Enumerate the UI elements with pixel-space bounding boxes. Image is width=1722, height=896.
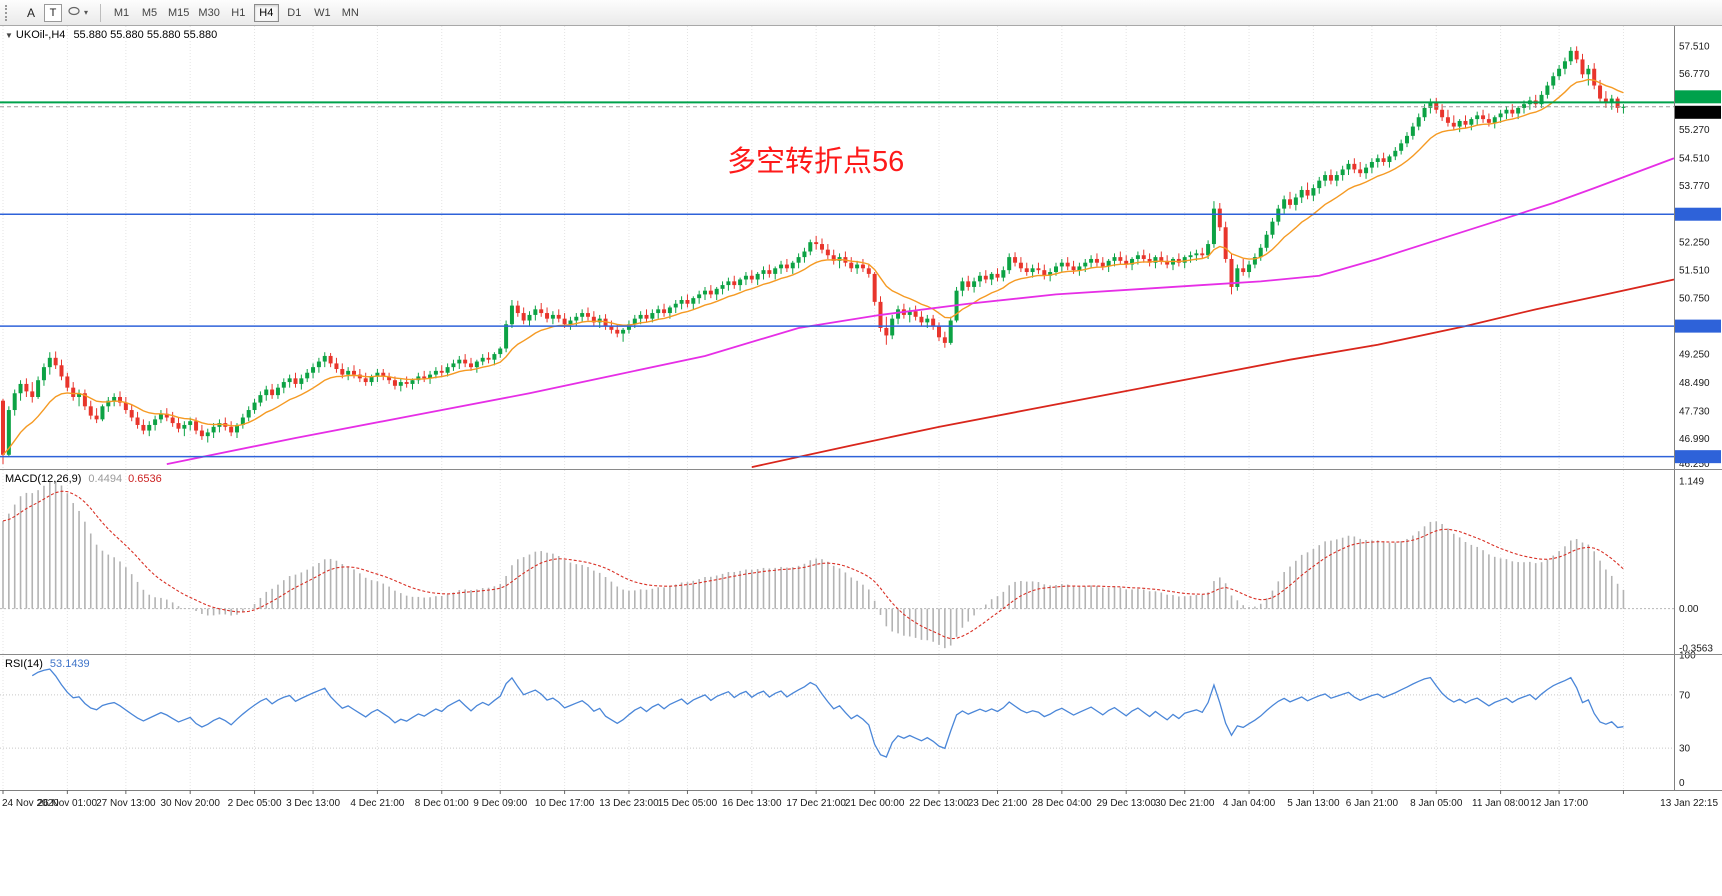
svg-text:100: 100 [1679, 651, 1696, 662]
chart-canvas[interactable]: 57.510 56.770 55.270 54.510 53.770 52.250 51.5… [0, 26, 1722, 812]
ma-fast-line [2, 78, 1624, 456]
shape-ellipse-icon [68, 5, 82, 20]
timeframe-button-m5[interactable]: M5 [137, 4, 162, 22]
timeframe-toolbar: M1 M5 M15 M30 H1 H4 D1 W1 MN [109, 3, 363, 22]
chevron-down-icon: ▾ [84, 8, 89, 17]
price-badge-53.000 [1675, 207, 1721, 221]
price-axis[interactable] [1674, 26, 1722, 790]
svg-text:51.510: 51.510 [1679, 265, 1710, 276]
svg-text:17 Dec 21:00: 17 Dec 21:00 [786, 798, 846, 809]
text-label-tool-button[interactable]: A [20, 3, 42, 23]
toolbar-grip-handle[interactable] [5, 4, 13, 21]
grid-lines [2, 26, 1624, 790]
svg-text:26 Nov 01:00: 26 Nov 01:00 [38, 798, 98, 809]
toolbar-separator [100, 3, 102, 22]
timeframe-button-h1[interactable]: H1 [226, 4, 251, 22]
timeframe-button-m15[interactable]: M15 [165, 4, 192, 22]
svg-text:49.250: 49.250 [1679, 350, 1710, 361]
svg-text:55.270: 55.270 [1679, 125, 1710, 136]
svg-text:57.510: 57.510 [1679, 41, 1710, 52]
svg-text:0.00: 0.00 [1679, 604, 1699, 615]
timeframe-button-m30[interactable]: M30 [195, 4, 222, 22]
svg-text:1.149: 1.149 [1679, 477, 1704, 488]
svg-text:13 Jan 22:15: 13 Jan 22:15 [1660, 798, 1718, 809]
svg-text:28 Dec 04:00: 28 Dec 04:00 [1032, 798, 1092, 809]
toolbar: A T ▾ M1 M5 M15 M30 H1 H4 D1 W1 MN [0, 0, 1722, 26]
svg-text:30: 30 [1679, 744, 1691, 755]
timeframe-button-h4[interactable]: H4 [253, 3, 279, 22]
ma-slow-line [751, 278, 1675, 468]
timeframe-button-m1[interactable]: M1 [109, 4, 134, 22]
svg-text:13 Dec 23:00: 13 Dec 23:00 [599, 798, 659, 809]
svg-text:4 Dec 21:00: 4 Dec 21:00 [350, 798, 404, 809]
svg-text:-0.3563: -0.3563 [1679, 644, 1713, 655]
svg-text:50.750: 50.750 [1679, 294, 1710, 305]
svg-text:15 Dec 05:00: 15 Dec 05:00 [658, 798, 718, 809]
macd-signal-line [2, 490, 1624, 640]
price-badge-55.880 [1675, 105, 1721, 119]
timeframe-button-w1[interactable]: W1 [310, 4, 335, 22]
time-axis[interactable] [0, 790, 1722, 812]
ma-medium-line [166, 157, 1675, 466]
svg-text:12 Jan 17:00: 12 Jan 17:00 [1530, 798, 1588, 809]
svg-text:46.250: 46.250 [1679, 459, 1710, 470]
svg-text:48.490: 48.490 [1679, 378, 1710, 389]
text-tool-button[interactable]: T [44, 3, 62, 22]
svg-text:46.990: 46.990 [1679, 434, 1710, 445]
horizontal-lines[interactable] [0, 101, 1674, 458]
svg-text:24 Nov 2020: 24 Nov 2020 [2, 798, 59, 809]
svg-text:11 Jan 08:00: 11 Jan 08:00 [1472, 798, 1530, 809]
svg-text:56.770: 56.770 [1679, 69, 1710, 80]
timeframe-button-d1[interactable]: D1 [282, 4, 307, 22]
svg-text:52.250: 52.250 [1679, 238, 1710, 249]
svg-text:16 Dec 13:00: 16 Dec 13:00 [722, 798, 782, 809]
svg-text:0: 0 [1679, 778, 1685, 789]
svg-text:21 Dec 00:00: 21 Dec 00:00 [845, 798, 905, 809]
svg-text:22 Dec 13:00: 22 Dec 13:00 [909, 798, 969, 809]
svg-text:30 Dec 21:00: 30 Dec 21:00 [1155, 798, 1215, 809]
svg-text:4 Jan 04:00: 4 Jan 04:00 [1223, 798, 1276, 809]
svg-text:70: 70 [1679, 690, 1691, 701]
svg-text:3 Dec 13:00: 3 Dec 13:00 [286, 798, 340, 809]
macd-histogram [2, 481, 1625, 649]
svg-text:54.510: 54.510 [1679, 153, 1710, 164]
svg-text:9 Dec 09:00: 9 Dec 09:00 [473, 798, 527, 809]
svg-text:8 Jan 05:00: 8 Jan 05:00 [1410, 798, 1463, 809]
price-badge-50.000 [1675, 319, 1721, 333]
svg-text:10 Dec 17:00: 10 Dec 17:00 [535, 798, 595, 809]
candlestick-series [1, 46, 1626, 465]
svg-text:29 Dec 13:00: 29 Dec 13:00 [1096, 798, 1156, 809]
svg-text:8 Dec 01:00: 8 Dec 01:00 [415, 798, 469, 809]
svg-text:47.730: 47.730 [1679, 406, 1710, 417]
svg-text:53.770: 53.770 [1679, 181, 1710, 192]
svg-text:23 Dec 21:00: 23 Dec 21:00 [968, 798, 1028, 809]
rsi-line [31, 668, 1624, 758]
shapes-tool-button[interactable]: ▾ [64, 3, 92, 23]
svg-text:27 Nov 13:00: 27 Nov 13:00 [96, 798, 156, 809]
svg-text:5 Jan 13:00: 5 Jan 13:00 [1287, 798, 1340, 809]
price-badge-46.500 [1675, 450, 1721, 464]
chart-area: 57.510 56.770 55.270 54.510 53.770 52.250 51.5… [0, 26, 1722, 812]
svg-text:30 Nov 20:00: 30 Nov 20:00 [160, 798, 220, 809]
svg-text:2 Dec 05:00: 2 Dec 05:00 [228, 798, 282, 809]
timeframe-button-mn[interactable]: MN [338, 4, 363, 22]
price-badge-56.000 [1675, 90, 1721, 104]
svg-text:6 Jan 21:00: 6 Jan 21:00 [1346, 798, 1399, 809]
